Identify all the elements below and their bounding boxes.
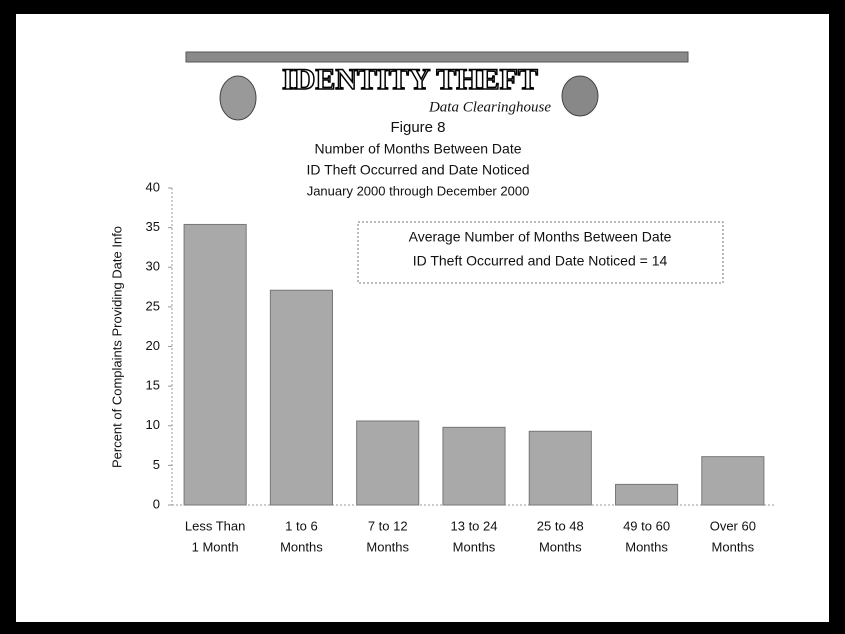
y-tick-label: 0	[153, 496, 160, 511]
logo-subtitle: Data Clearinghouse	[428, 99, 551, 115]
y-tick-label: 20	[146, 338, 160, 353]
x-tick-label: 49 to 60	[623, 518, 670, 533]
bar	[183, 223, 247, 506]
logo-fingerprint	[219, 75, 257, 121]
bar	[356, 420, 420, 506]
annotation: Average Number of Months Between Date	[409, 229, 672, 245]
annotation: ID Theft Occurred and Date Noticed = 14	[413, 253, 668, 269]
chart-title: Number of Months Between Date	[315, 141, 522, 157]
x-tick-label: Months	[366, 539, 409, 554]
bar	[701, 456, 765, 506]
x-tick-label: 25 to 48	[537, 518, 584, 533]
x-tick-label: Less Than	[185, 518, 245, 533]
y-tick-label: 15	[146, 378, 160, 393]
chart-subtitle: January 2000 through December 2000	[307, 183, 530, 198]
bar	[528, 430, 592, 506]
y-tick-label: 25	[146, 298, 160, 313]
x-tick-label: Months	[625, 539, 668, 554]
x-tick-label: Months	[280, 539, 323, 554]
header-bar	[185, 51, 689, 63]
y-axis-label: Percent of Complaints Providing Date Inf…	[109, 226, 124, 468]
logo-globe	[561, 75, 599, 117]
x-tick-label: Over 60	[710, 518, 756, 533]
bar	[442, 426, 506, 506]
x-tick-label: 7 to 12	[368, 518, 408, 533]
page-background	[16, 14, 829, 622]
x-tick-label: Months	[539, 539, 582, 554]
y-tick-label: 5	[153, 457, 160, 472]
x-tick-label: Months	[453, 539, 496, 554]
bar	[615, 483, 679, 506]
x-tick-label: Months	[712, 539, 755, 554]
y-tick-label: 30	[146, 259, 160, 274]
logo-title: IDENTITY THEFT	[282, 63, 538, 96]
annotation-box	[357, 221, 724, 284]
y-tick-label: 35	[146, 219, 160, 234]
x-tick-label: 13 to 24	[451, 518, 498, 533]
chart-title: ID Theft Occurred and Date Noticed	[306, 162, 529, 178]
figure-label: Figure 8	[390, 119, 445, 136]
bar	[269, 289, 333, 506]
x-tick-label: 1 to 6	[285, 518, 318, 533]
y-tick-label: 40	[146, 179, 160, 194]
y-tick-label: 10	[146, 417, 160, 432]
x-tick-label: 1 Month	[192, 539, 239, 554]
